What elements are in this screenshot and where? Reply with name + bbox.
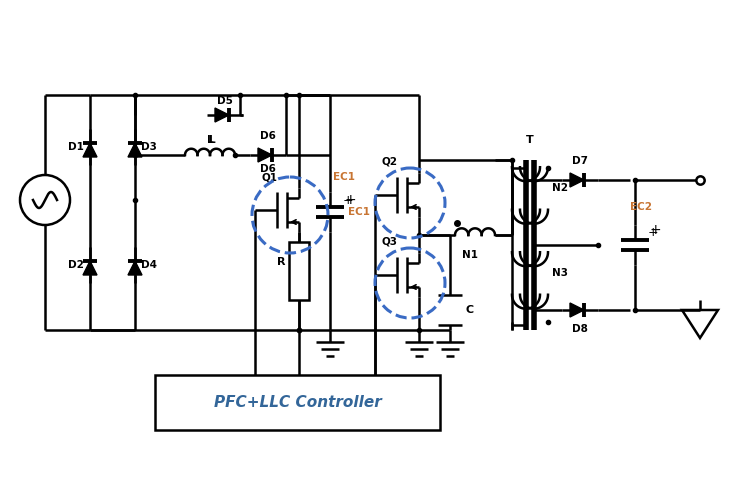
Text: D4: D4	[141, 260, 157, 270]
Text: EC1: EC1	[333, 172, 355, 182]
Text: Q2: Q2	[382, 157, 398, 167]
Text: D6: D6	[260, 131, 276, 141]
Text: EC2: EC2	[630, 202, 652, 212]
Text: +: +	[343, 194, 353, 206]
Text: D2: D2	[68, 260, 84, 270]
Polygon shape	[128, 261, 142, 275]
Text: T: T	[526, 135, 534, 145]
Text: R: R	[277, 257, 285, 267]
Text: L: L	[206, 135, 213, 145]
Polygon shape	[128, 143, 142, 157]
Polygon shape	[570, 173, 584, 187]
Text: +: +	[648, 226, 659, 239]
Text: +: +	[344, 193, 356, 207]
Polygon shape	[83, 143, 97, 157]
Text: Q3: Q3	[382, 237, 398, 247]
Text: PFC+LLC Controller: PFC+LLC Controller	[214, 395, 381, 410]
Text: L: L	[209, 135, 215, 145]
Text: D6: D6	[260, 164, 276, 174]
Polygon shape	[215, 108, 229, 122]
Polygon shape	[83, 261, 97, 275]
Text: C: C	[466, 305, 474, 315]
Text: N2: N2	[552, 183, 568, 193]
Polygon shape	[258, 148, 272, 162]
Bar	[155, 375, 440, 430]
Text: N3: N3	[552, 268, 568, 278]
Bar	[289, 242, 309, 300]
Text: D1: D1	[68, 142, 84, 152]
Text: D3: D3	[141, 142, 157, 152]
Text: +: +	[649, 223, 661, 237]
Text: Q1: Q1	[262, 172, 278, 182]
Text: EC1: EC1	[348, 207, 370, 217]
Text: D7: D7	[572, 156, 588, 166]
Text: D8: D8	[572, 324, 588, 334]
Text: D5: D5	[217, 96, 233, 106]
Polygon shape	[570, 303, 584, 317]
Text: N1: N1	[462, 250, 478, 260]
